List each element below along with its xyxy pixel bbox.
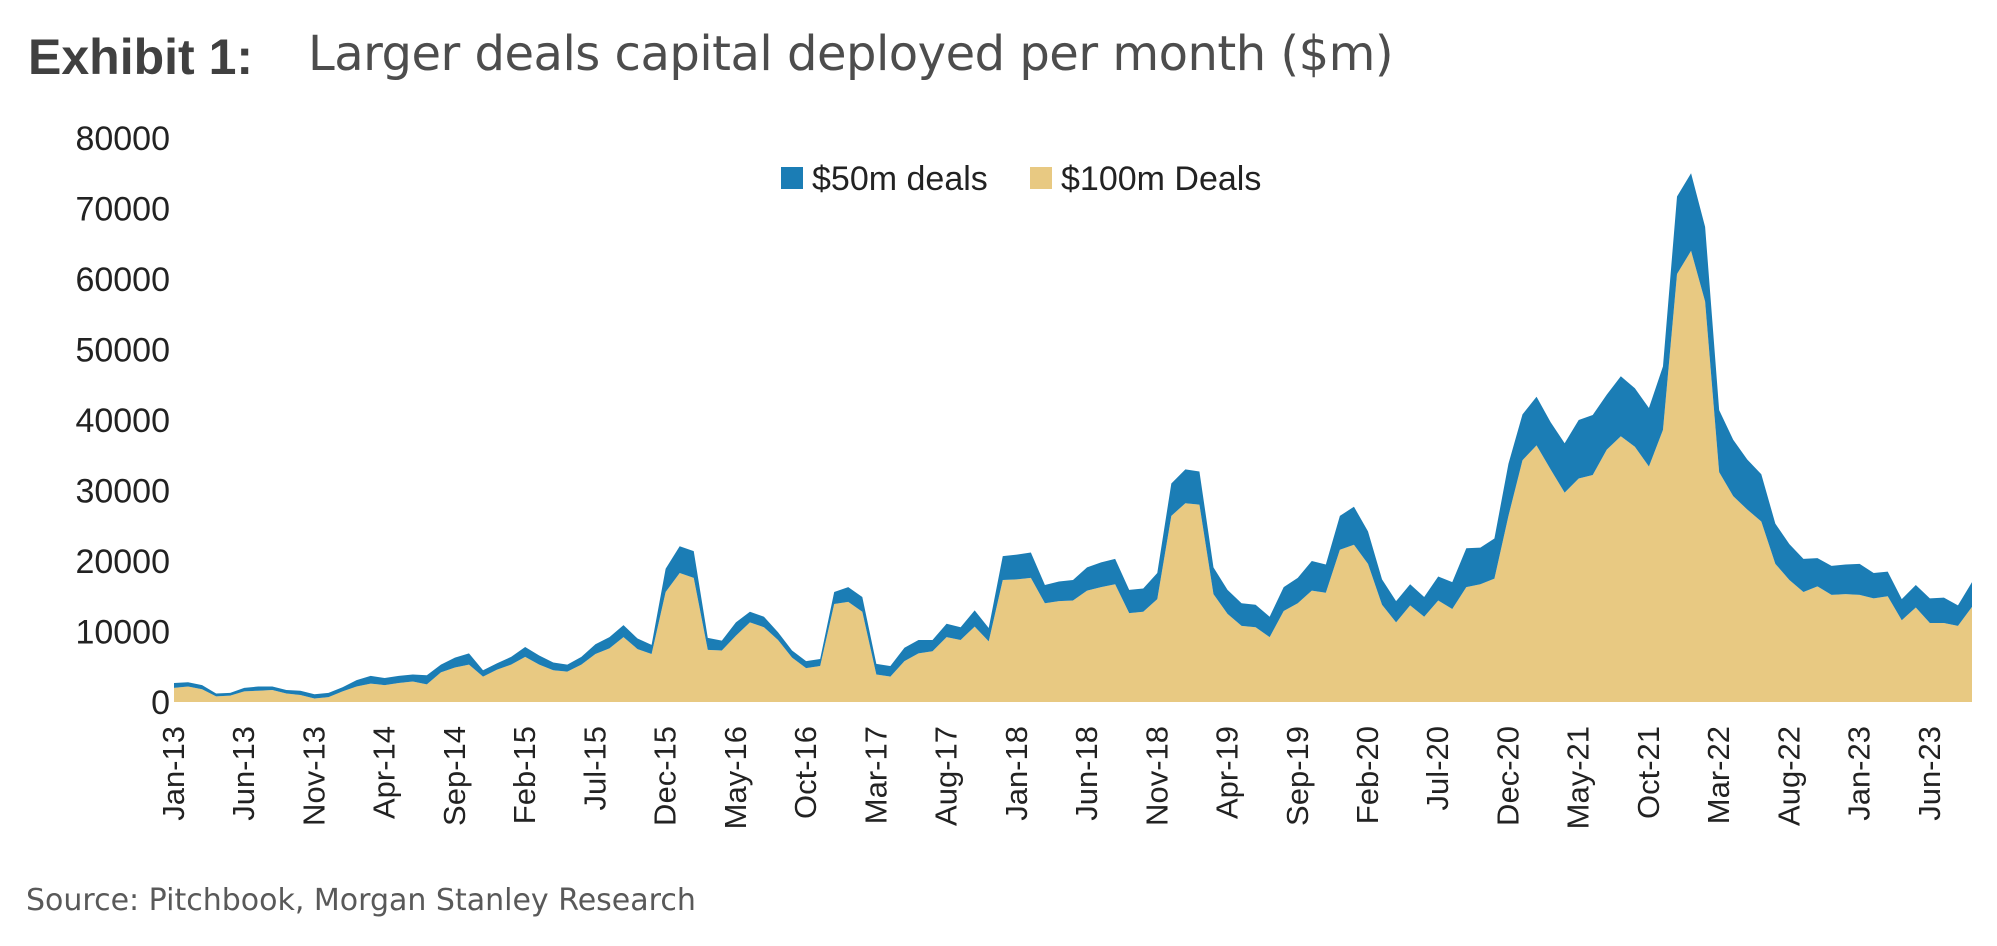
y-axis: 0 10000 20000 30000 40000 50000 60000 70000 8000…: [75, 120, 170, 722]
x-tick-label: May-21: [1561, 726, 1596, 829]
x-tick-label: Jun-13: [226, 726, 261, 821]
x-tick-label: Oct-21: [1631, 726, 1666, 819]
x-tick-label: Jul-20: [1420, 726, 1455, 810]
y-tick-label: 50000: [75, 332, 170, 370]
x-tick-label: Feb-15: [507, 726, 542, 824]
chart-legend: $50m deals $100m Deals: [781, 160, 1261, 198]
y-tick-label: 80000: [75, 120, 170, 158]
x-tick-label: Jan-13: [156, 726, 191, 821]
source-note: Source: Pitchbook, Morgan Stanley Resear…: [26, 883, 696, 918]
x-tick-label: Jan-23: [1842, 726, 1877, 821]
chart-areas: [174, 173, 1972, 703]
legend-label: $100m Deals: [1061, 160, 1261, 198]
x-tick-label: Mar-17: [858, 726, 893, 824]
x-tick-label: May-16: [718, 726, 753, 829]
x-tick-label: Jan-18: [999, 726, 1034, 821]
x-tick-label: Apr-14: [367, 726, 402, 819]
stacked-area-chart: 0 10000 20000 30000 40000 50000 60000 70000 8000…: [75, 120, 1972, 829]
x-tick-label: Sep-14: [437, 726, 472, 826]
x-tick-label: Aug-17: [929, 726, 964, 826]
x-tick-label: Mar-22: [1701, 726, 1736, 824]
x-tick-label: Dec-15: [648, 726, 683, 826]
legend-swatch: [781, 167, 803, 189]
y-tick-label: 20000: [75, 543, 170, 581]
y-tick-label: 40000: [75, 402, 170, 440]
x-tick-label: Oct-16: [788, 726, 823, 819]
y-tick-label: 70000: [75, 191, 170, 229]
x-axis: Jan-13 Jun-13 Nov-13 Apr-14 Sep-14 Feb-15 Jul-…: [156, 726, 1947, 829]
y-tick-label: 10000: [75, 614, 170, 652]
legend-label: $50m deals: [812, 160, 988, 198]
x-tick-label: Jun-23: [1912, 726, 1947, 821]
x-tick-label: Apr-19: [1210, 726, 1245, 819]
y-tick-label: 60000: [75, 261, 170, 299]
x-tick-label: Nov-18: [1139, 726, 1174, 826]
legend-swatch: [1030, 167, 1052, 189]
x-tick-label: Jul-15: [577, 726, 612, 810]
x-tick-label: Aug-22: [1771, 726, 1806, 826]
y-tick-label: 0: [151, 684, 170, 722]
x-tick-label: Dec-20: [1490, 726, 1525, 826]
chart-title: Larger deals capital deployed per month …: [308, 26, 1394, 82]
x-tick-label: Sep-19: [1280, 726, 1315, 826]
series-area-100m-deals: [174, 250, 1972, 703]
x-tick-label: Jun-18: [1069, 726, 1104, 821]
x-tick-label: Feb-20: [1350, 726, 1385, 824]
x-tick-label: Nov-13: [296, 726, 331, 826]
exhibit-label: Exhibit 1:: [28, 29, 254, 85]
series-area-50m-deals: [174, 173, 1972, 699]
y-tick-label: 30000: [75, 473, 170, 511]
